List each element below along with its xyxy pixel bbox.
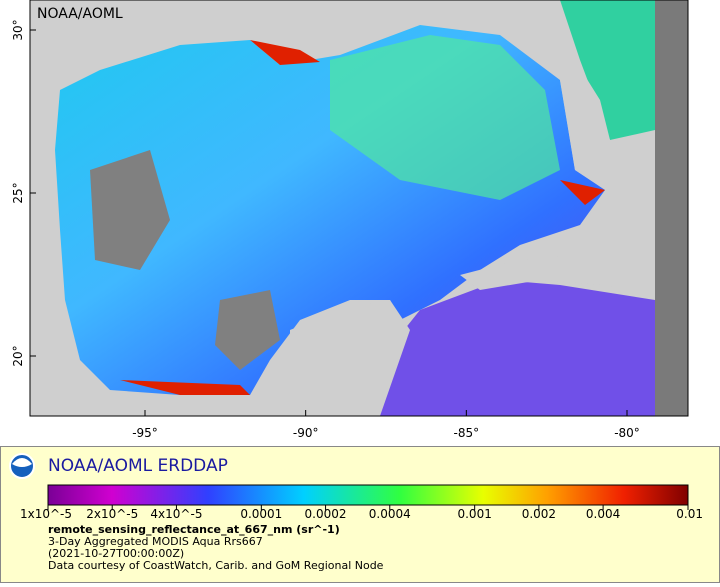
colorbar-tick-label: 0.0001 (240, 507, 282, 521)
lat-tick-label: 30° (11, 19, 25, 40)
lon-tick-label: -95° (132, 426, 158, 440)
yucatan (290, 300, 410, 416)
legend-title: NOAA/AOML ERDDAP (48, 456, 228, 476)
atlantic (560, 0, 655, 140)
data-patch (330, 35, 560, 200)
lat-tick-label: 20° (11, 345, 25, 366)
colorbar-tick-label: 0.0004 (369, 507, 411, 521)
map-frame (29, 0, 689, 417)
colorbar-tick-label: 4x10^-5 (150, 507, 202, 521)
colorbar-tick-label: 0.002 (522, 507, 556, 521)
colorbar-tick-label: 2x10^-5 (86, 507, 138, 521)
time: (2021-10-27T00:00:00Z) (48, 547, 184, 560)
lon-tick-label: -80° (614, 426, 640, 440)
lat-tick-label: 25° (11, 182, 25, 203)
map (30, 0, 688, 416)
axes: 30° 25° 20° -95° -90° -85° -80° (11, 19, 640, 440)
colorbar-tick-label: 0.01 (676, 507, 703, 521)
variable-name: remote_sensing_reflectance_at_667_nm (sr… (48, 523, 340, 536)
colorbar (47, 484, 689, 506)
no-data (90, 150, 170, 270)
cuba (460, 255, 655, 290)
lon-tick-label: -85° (454, 426, 480, 440)
colorbar-tick-label: 0.001 (457, 507, 491, 521)
lon-tick-label: -90° (293, 426, 319, 440)
caribbean (360, 280, 655, 416)
no-data (215, 290, 280, 370)
florida (560, 60, 610, 185)
legend-panel (0, 446, 720, 583)
no-data-strip (655, 0, 688, 416)
credit: Data courtesy of CoastWatch, Carib. and … (48, 559, 384, 572)
watermark: NOAA/AOML (37, 6, 123, 22)
colorbar-tick-label: 0.004 (586, 507, 620, 521)
noaa-logo-bird (12, 458, 32, 467)
dataset-description: 3-Day Aggregated MODIS Aqua Rrs667 (48, 535, 263, 548)
colorbar-tick-label: 0.0002 (305, 507, 347, 521)
colorbar-ticks: 1x10^-5 2x10^-5 4x10^-5 0.0001 0.0002 0.0004 0… (20, 505, 703, 521)
colorbar-tick-label: 1x10^-5 (20, 507, 72, 521)
